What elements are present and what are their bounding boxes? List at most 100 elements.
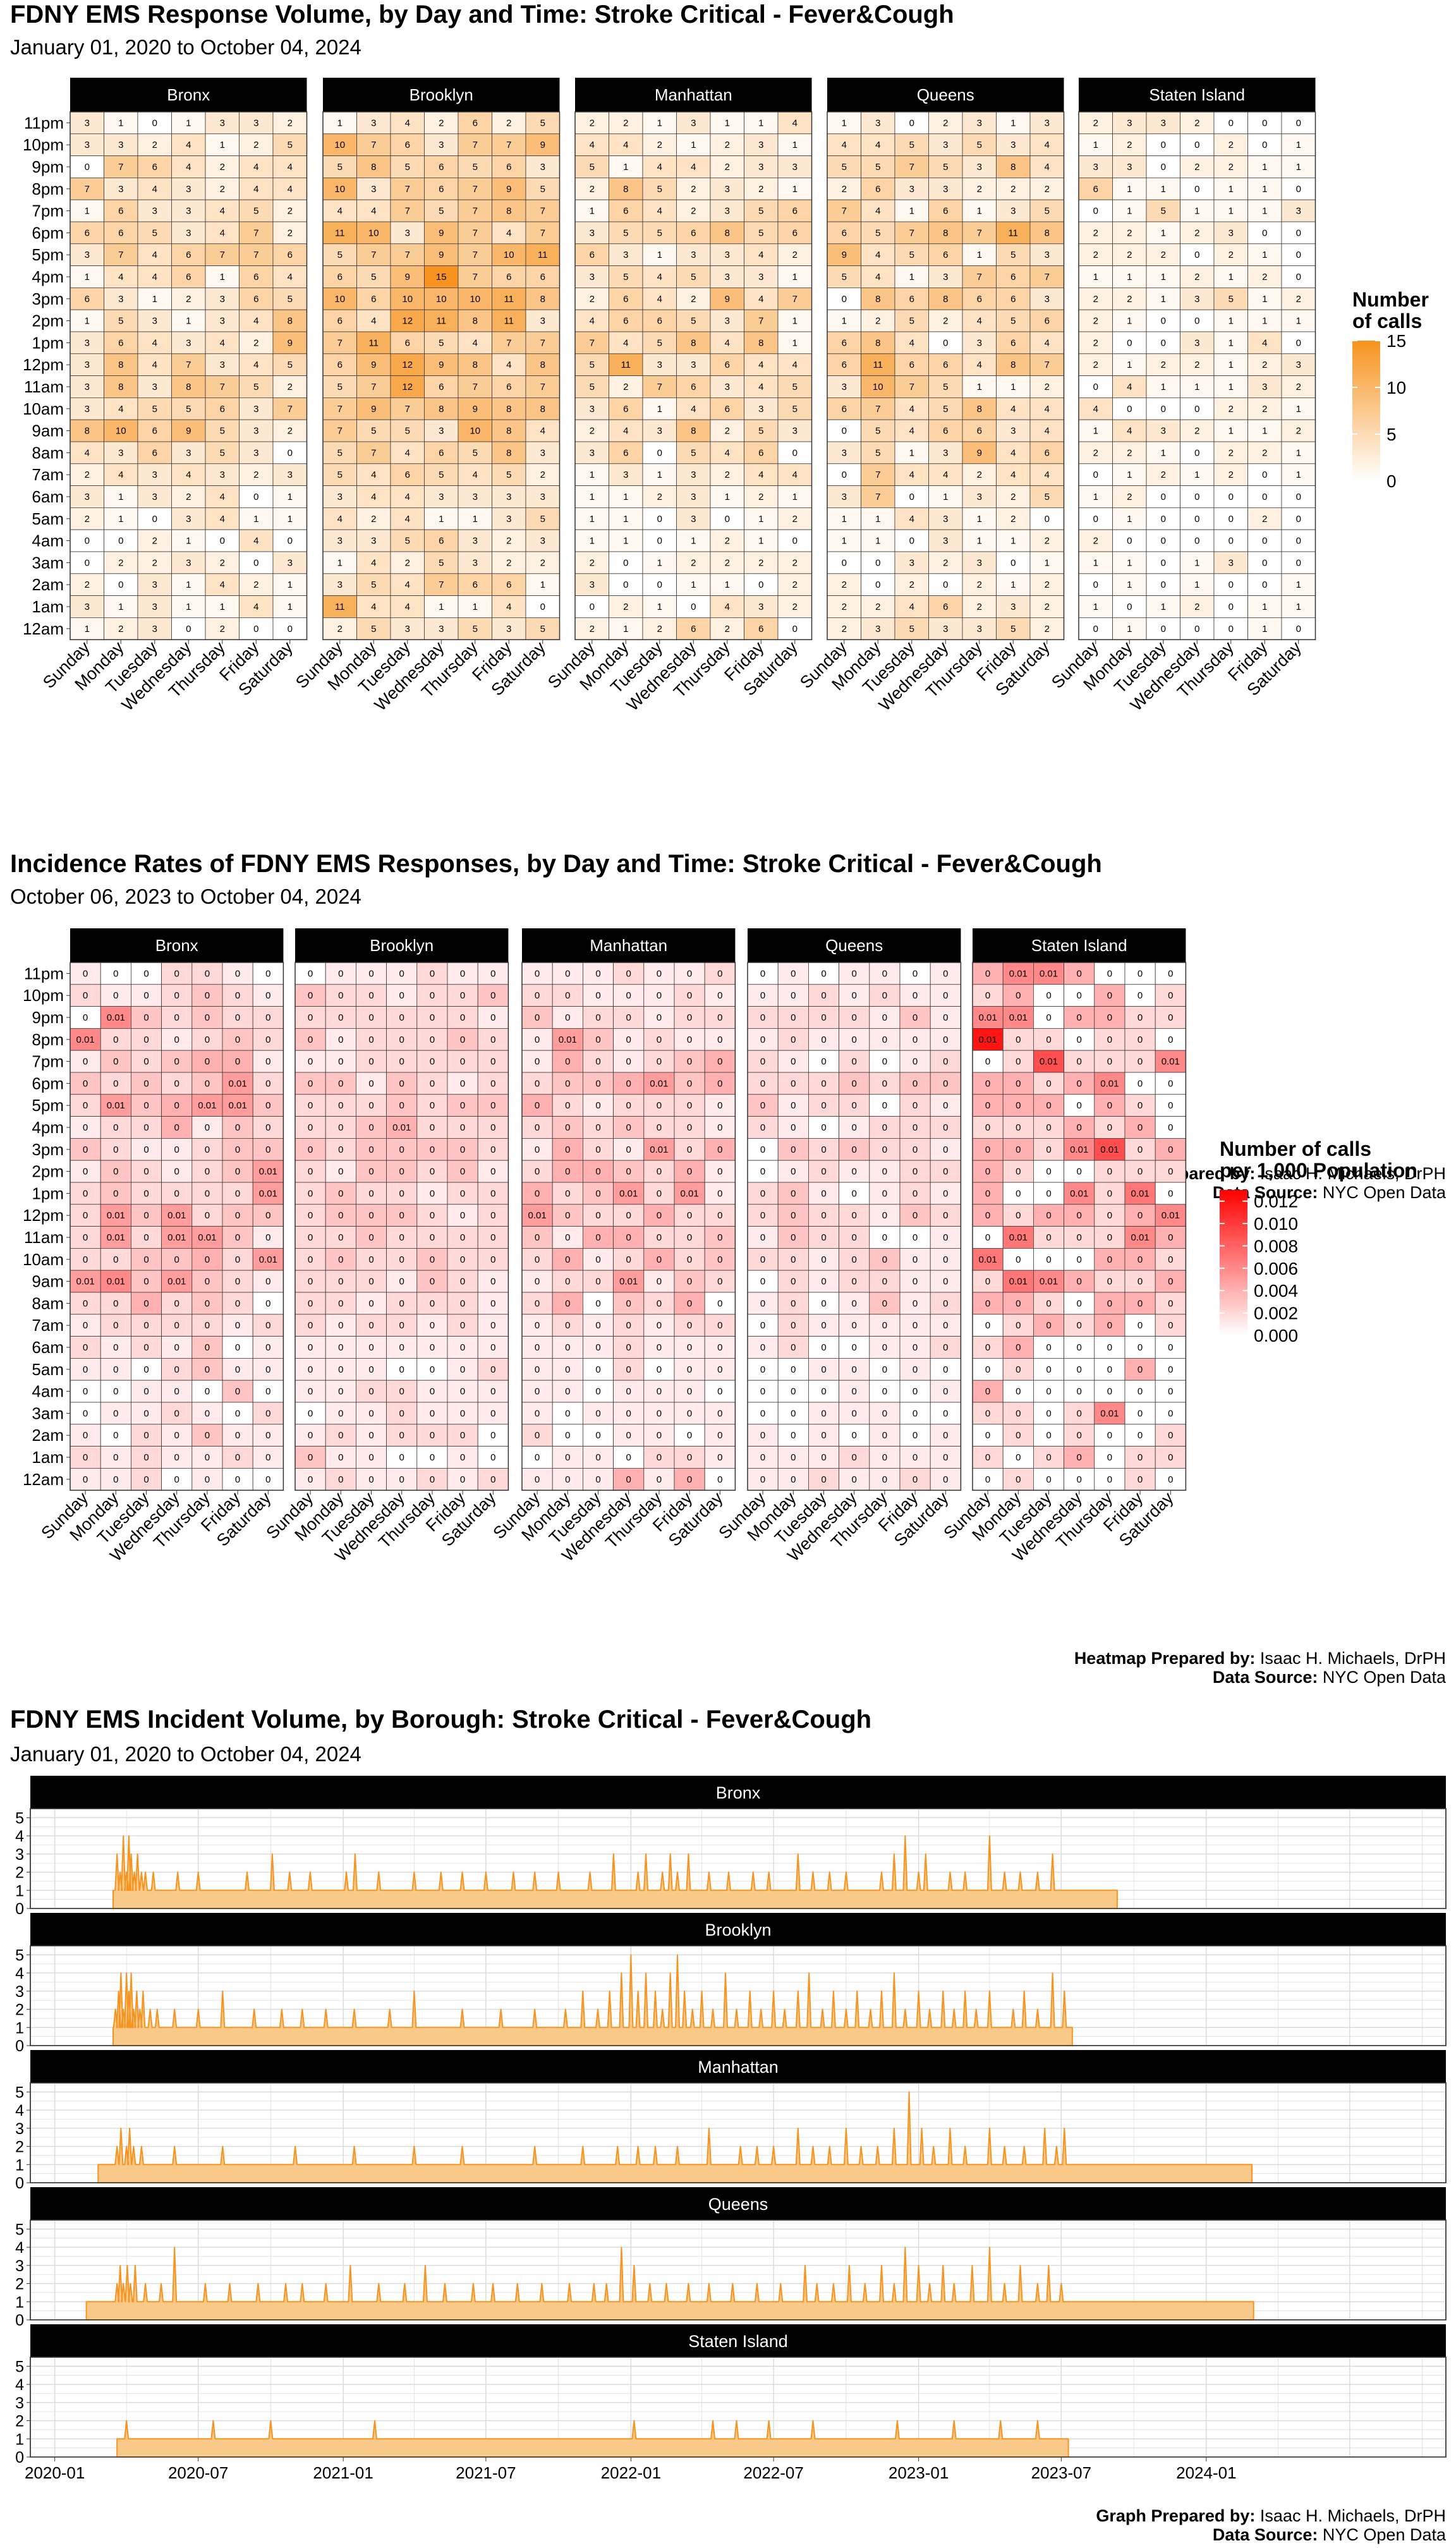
cell-label: 0 — [1046, 1210, 1051, 1221]
heatmap-cell — [777, 441, 812, 464]
y-tick-label: 12am — [23, 619, 64, 638]
cell-label: 0 — [338, 1474, 343, 1485]
panel-strip-label: Bronx — [155, 936, 198, 955]
cell-label: 3 — [85, 404, 90, 415]
cell-label: 3 — [792, 162, 798, 173]
cell-label: 0 — [399, 1012, 404, 1023]
heatmap-cell — [710, 243, 744, 266]
cell-label: 5 — [657, 184, 662, 195]
cell-label: 0 — [338, 1342, 343, 1353]
cell-label: 0 — [174, 968, 179, 979]
cell-label: 0 — [113, 1320, 118, 1331]
cell-label: 4 — [288, 272, 293, 282]
legend-tick-label: 0.002 — [1254, 1304, 1298, 1323]
cell-label: 0 — [1194, 140, 1199, 150]
heatmap-cell — [70, 397, 104, 420]
cell-label: 0 — [308, 1078, 313, 1089]
cell-label: 0 — [882, 1034, 887, 1045]
cell-label: 4 — [220, 492, 225, 502]
cell-label: 0 — [535, 1012, 540, 1023]
cell-label: 9 — [725, 294, 730, 305]
cell-label: 0.01 — [198, 1100, 216, 1111]
cell-label: 2 — [1045, 624, 1050, 634]
cell-label: 2 — [875, 602, 880, 612]
heatmap-cell — [322, 221, 357, 245]
heatmap-cell — [205, 155, 240, 178]
cell-label: 0 — [657, 1364, 662, 1375]
heatmap-cell — [171, 221, 206, 245]
cell-label: 0 — [791, 1298, 796, 1309]
cell-label: 5 — [657, 228, 662, 238]
cell-label: 15 — [436, 272, 447, 282]
cell-label: 0 — [852, 1320, 857, 1331]
cell-label: 0 — [143, 1078, 149, 1089]
cell-label: 7 — [842, 206, 847, 217]
cell-label: 0 — [1296, 337, 1301, 348]
cell-label: 2 — [725, 624, 730, 634]
cell-label: 0 — [595, 1078, 600, 1089]
cell-label: 3 — [1045, 118, 1050, 128]
heatmap-cell — [710, 287, 744, 310]
heatmap-cell — [676, 133, 711, 157]
cell-label: 6 — [152, 447, 157, 458]
cell-label: 0 — [882, 1122, 887, 1133]
heatmap-cell — [744, 287, 779, 310]
cell-label: 2 — [1093, 536, 1098, 547]
cell-label: 5 — [371, 624, 376, 634]
cell-label: 0 — [143, 1430, 149, 1441]
cell-label: 7 — [473, 382, 478, 392]
legend-tick-label: 10 — [1386, 378, 1406, 397]
cell-label: 2 — [253, 470, 258, 480]
cell-label: 0 — [1138, 1167, 1143, 1177]
cell-label: 6 — [909, 294, 914, 305]
cell-label: 3 — [623, 470, 628, 480]
cell-label: 0 — [1168, 1144, 1173, 1155]
cell-label: 3 — [657, 360, 662, 370]
heatmap-cell — [390, 221, 425, 245]
cell-label: 0 — [430, 1408, 435, 1419]
cell-label: 6 — [792, 228, 798, 238]
heatmap-cell — [356, 595, 391, 618]
cell-label: 5 — [371, 272, 376, 282]
panel-strip-label: Manhattan — [698, 2058, 779, 2077]
cell-label: 0.01 — [528, 1210, 546, 1221]
cell-label: 0 — [687, 1277, 692, 1287]
cell-label: 0 — [174, 1057, 179, 1067]
cell-label: 1 — [85, 624, 90, 634]
cell-label: 4 — [220, 228, 225, 238]
cell-label: 4 — [657, 272, 662, 282]
cell-label: 3 — [758, 272, 763, 282]
cell-label: 2 — [657, 492, 662, 502]
cell-label: 7 — [657, 382, 662, 392]
cell-label: 2 — [1262, 404, 1267, 415]
cell-label: 0 — [235, 1386, 240, 1397]
cell-label: 1 — [1228, 360, 1234, 370]
cell-label: 0 — [852, 1188, 857, 1199]
cell-label: 0 — [821, 990, 826, 1001]
cell-label: 0 — [205, 1320, 210, 1331]
cell-label: 0 — [1262, 492, 1267, 502]
cell-label: 0 — [540, 602, 545, 612]
cell-label: 5 — [1161, 206, 1166, 217]
cell-label: 4 — [909, 337, 914, 348]
cell-label: 2 — [725, 557, 730, 568]
heatmap-cell — [744, 419, 779, 442]
heatmap-cell — [390, 353, 425, 376]
cell-label: 0 — [821, 1408, 826, 1419]
heatmap-cell — [171, 309, 206, 332]
cell-label: 4 — [288, 184, 293, 195]
cell-label: 0 — [657, 1342, 662, 1353]
cell-label: 0 — [852, 1144, 857, 1155]
cell-label: 3 — [758, 602, 763, 612]
cell-label: 3 — [1161, 118, 1166, 128]
cell-label: 0.01 — [167, 1232, 186, 1243]
cell-label: 3 — [85, 602, 90, 612]
heatmap-cell — [356, 155, 391, 178]
cell-label: 0.01 — [259, 1167, 277, 1177]
cell-label: 1 — [152, 294, 157, 305]
cell-label: 1 — [1127, 272, 1132, 282]
cell-label: 6 — [943, 360, 948, 370]
cell-label: 7 — [220, 250, 225, 260]
cell-label: 6 — [85, 228, 90, 238]
heatmap-cell — [777, 485, 812, 508]
